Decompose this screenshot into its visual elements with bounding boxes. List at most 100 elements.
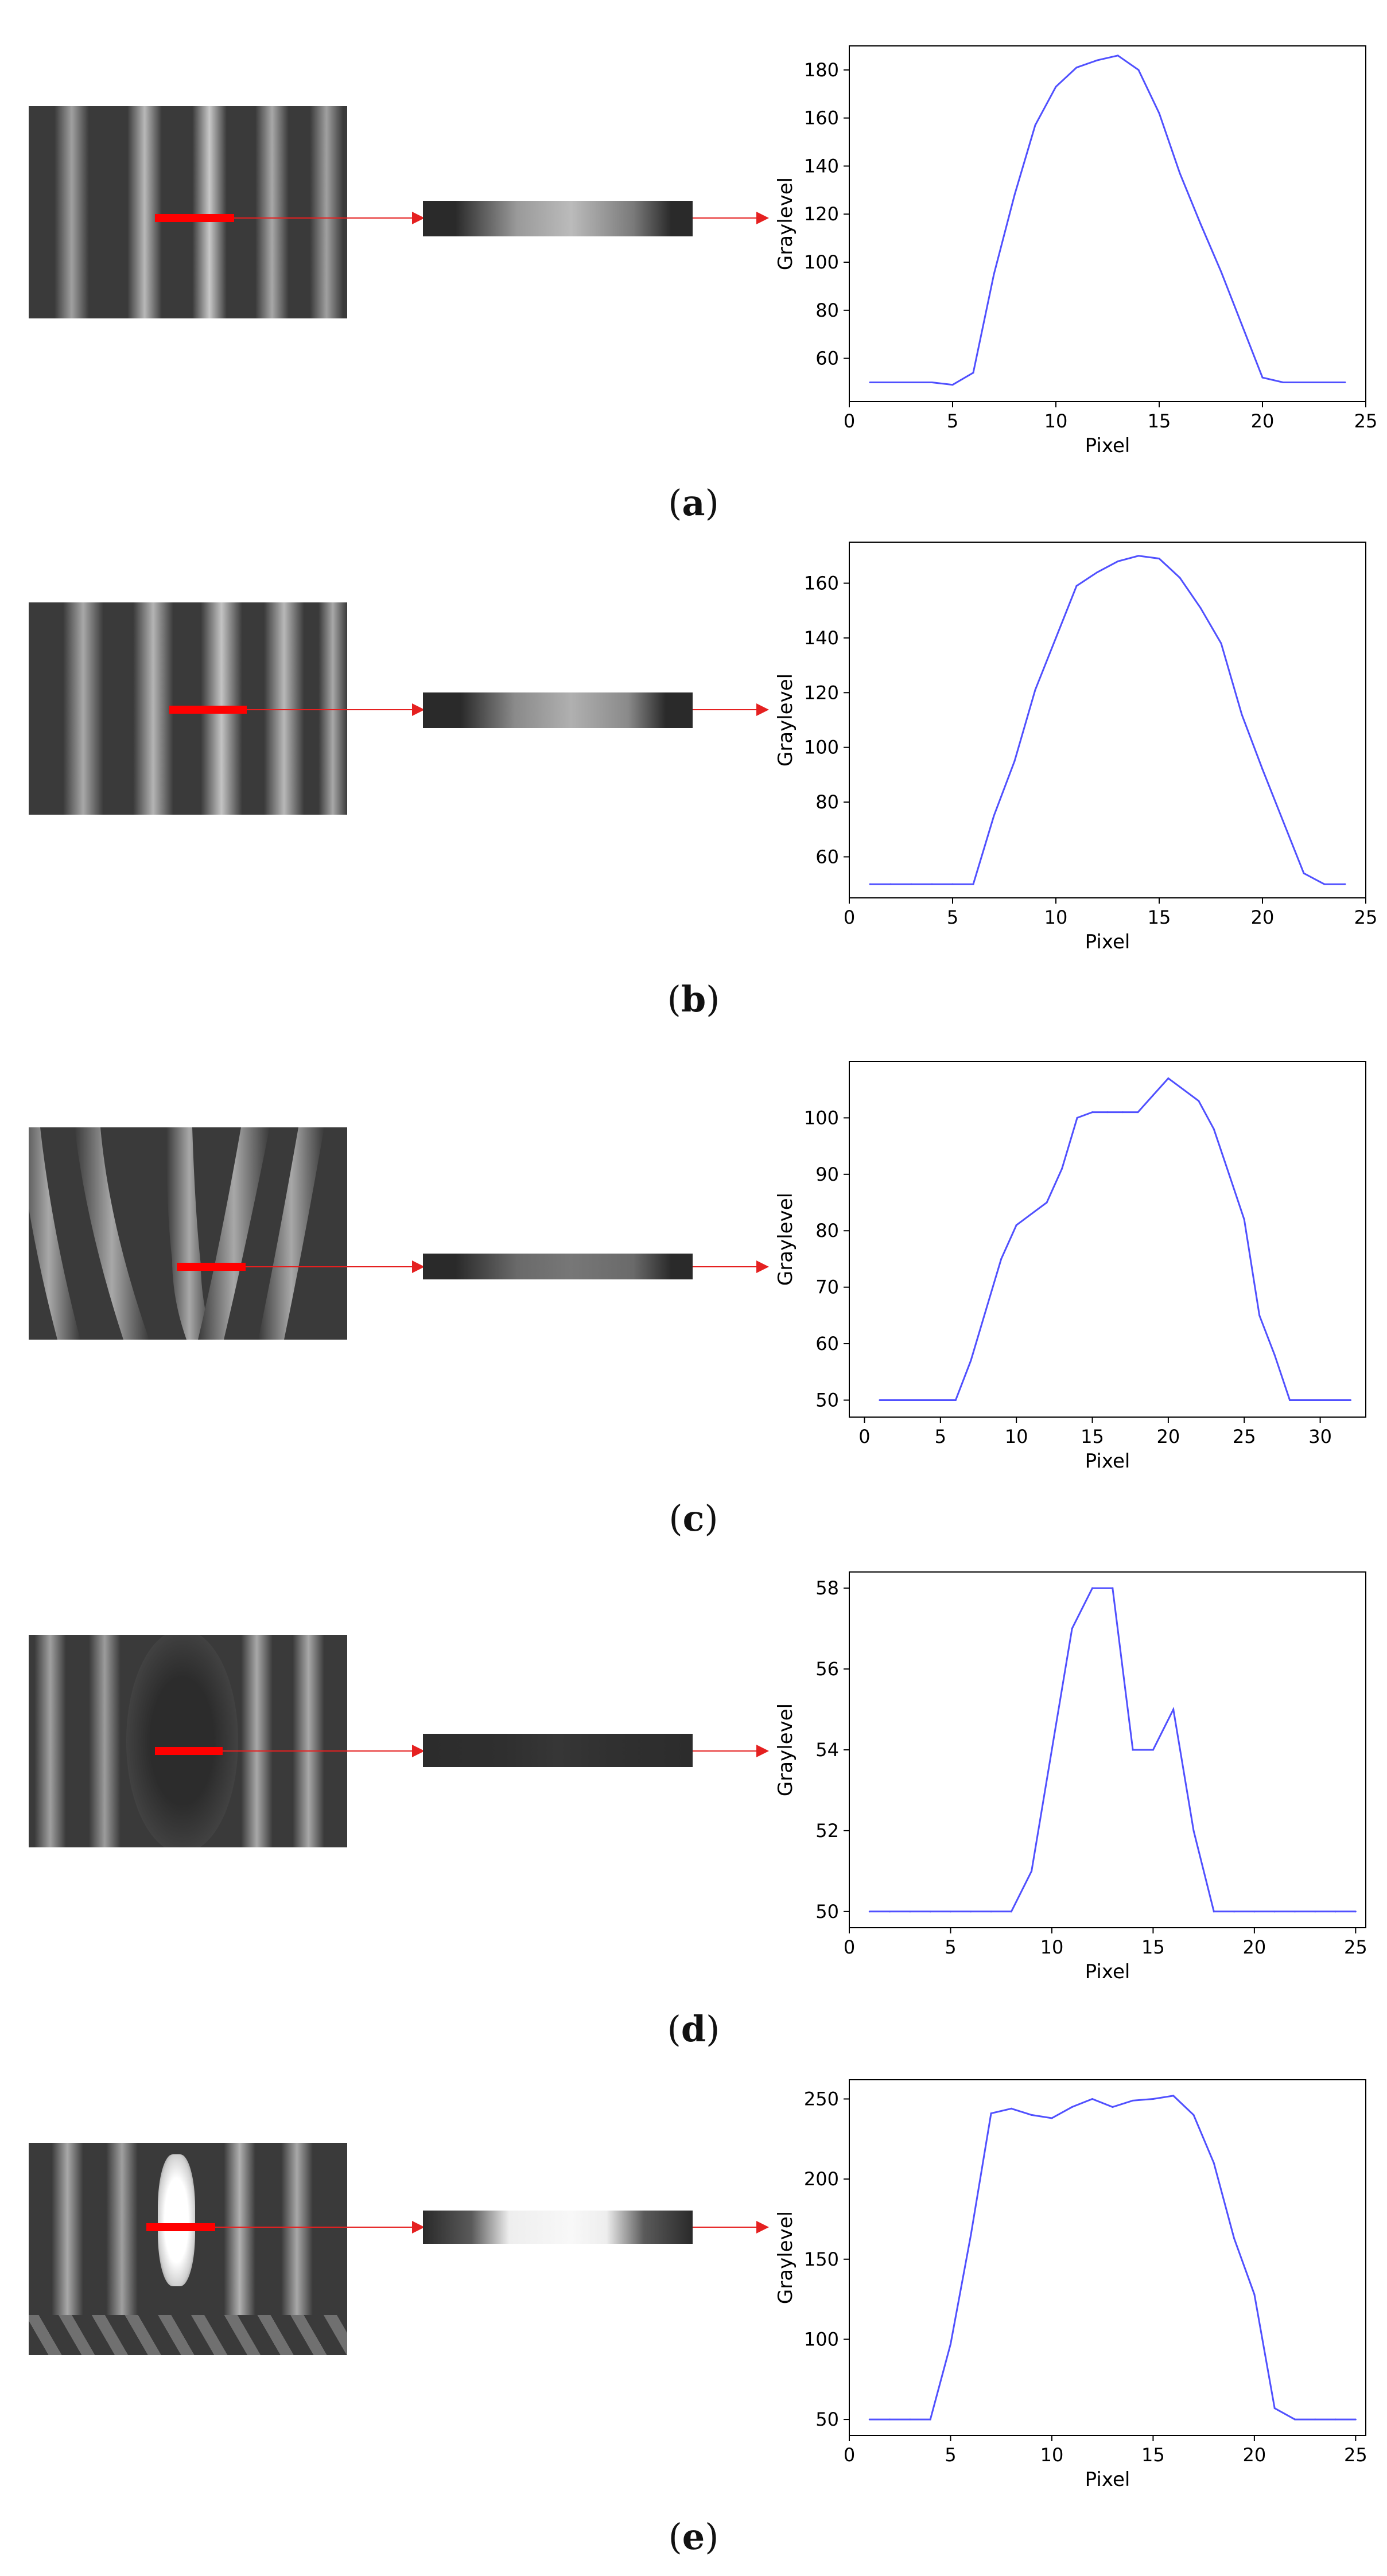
x-tick-label: 0 <box>844 410 855 432</box>
x-axis-label: Pixel <box>1085 1960 1130 1983</box>
arrow-head <box>756 212 769 224</box>
data-point <box>1091 1111 1094 1114</box>
x-tick-label: 10 <box>1044 906 1068 928</box>
data-point <box>993 273 995 275</box>
fringe-stripe <box>63 602 103 815</box>
y-tick-label: 120 <box>804 203 839 225</box>
graylevel-chart-e: 0 5 10 15 20 25 50 100 150 200 250 Pixel Graylevel <box>774 2079 1367 2491</box>
x-tick-label: 15 <box>1141 1936 1165 1958</box>
y-tick-label: 90 <box>815 1164 839 1185</box>
data-point <box>1152 1094 1154 1096</box>
data-point <box>1132 2099 1134 2102</box>
panel-b: 0 5 10 15 20 25 60 80 100 120 140 160 Pixel Graylevel… <box>0 519 1387 1020</box>
y-tick-label: 140 <box>804 155 839 177</box>
data-point <box>970 2234 972 2236</box>
x-tick-label: 5 <box>945 2444 956 2466</box>
data-point <box>1137 69 1140 71</box>
data-point <box>1304 1399 1306 1401</box>
panel-a: 0 5 10 15 20 25 60 80 100 120 140 160 180 Pixel Grayle… <box>0 23 1387 524</box>
fringe-stripe <box>55 106 89 318</box>
data-point <box>1314 1910 1316 1913</box>
sample-line-marker <box>177 1263 246 1271</box>
data-point <box>993 815 995 817</box>
data-point <box>1091 2098 1094 2100</box>
y-axis-label: Graylevel <box>774 177 797 270</box>
x-tick-label: 20 <box>1251 906 1275 928</box>
data-point <box>1182 1088 1184 1091</box>
x-axis-label: Pixel <box>1085 434 1130 457</box>
arrow-line <box>234 217 418 219</box>
data-point <box>1258 1314 1261 1317</box>
data-point <box>1303 872 1305 874</box>
fringe-stripe <box>310 106 343 318</box>
panel-caption: (a) <box>668 482 719 524</box>
data-point <box>868 1910 871 1913</box>
data-point <box>889 2418 891 2421</box>
bright-defect-region <box>158 2154 195 2286</box>
data-point <box>1220 271 1222 273</box>
y-axis-label: Graylevel <box>774 2211 797 2304</box>
arrow-line <box>693 709 762 710</box>
y-axis-label: Graylevel <box>774 674 797 766</box>
data-point <box>1000 1258 1003 1260</box>
x-tick-label: 25 <box>1344 1936 1367 1958</box>
data-point <box>1031 1870 1033 1872</box>
data-point <box>1158 558 1160 560</box>
y-tick-label: 50 <box>815 2408 839 2430</box>
arrow-line <box>693 1266 762 1267</box>
fringe-stripe <box>127 106 162 318</box>
data-point <box>1344 381 1346 383</box>
data-point <box>1354 2418 1357 2421</box>
y-tick-label: 100 <box>804 251 839 273</box>
data-point <box>1334 1399 1337 1401</box>
data-point <box>1117 560 1119 562</box>
data-point <box>1117 55 1119 57</box>
arrow-line <box>215 2227 418 2228</box>
fringe-bottom-band <box>29 2315 347 2355</box>
x-tick-label: 20 <box>1251 410 1275 432</box>
data-point <box>1282 820 1284 822</box>
x-tick-label: 15 <box>1148 906 1171 928</box>
x-tick-label: 15 <box>1141 2444 1165 2466</box>
data-point <box>909 1399 911 1401</box>
y-tick-label: 58 <box>815 1577 839 1599</box>
y-tick-label: 60 <box>815 846 839 867</box>
data-point <box>1010 2107 1012 2110</box>
data-point <box>1354 1910 1357 1913</box>
data-point <box>1015 1224 1017 1226</box>
data-point <box>1034 689 1036 691</box>
data-point <box>1253 1910 1256 1913</box>
data-point <box>1273 2407 1276 2410</box>
y-tick-label: 100 <box>804 1107 839 1129</box>
data-point <box>985 1309 987 1311</box>
x-tick-label: 25 <box>1354 906 1378 928</box>
data-point <box>970 1360 972 1362</box>
plot-frame <box>849 1061 1366 1418</box>
data-point <box>1152 2098 1154 2100</box>
data-point <box>910 883 912 885</box>
arrow-head <box>412 212 425 224</box>
data-point <box>1075 585 1078 587</box>
data-point <box>1179 577 1181 579</box>
x-tick-label: 15 <box>1081 1426 1104 1447</box>
arrow-head <box>412 703 425 716</box>
data-point <box>1243 1219 1245 1221</box>
fringe-image <box>29 106 347 318</box>
data-point <box>954 1399 957 1401</box>
data-point <box>970 1910 972 1913</box>
fringe-stripe <box>192 106 227 318</box>
arrow-line <box>693 1750 762 1752</box>
data-point <box>929 2418 931 2421</box>
data-point <box>1323 883 1326 885</box>
fringe-image <box>29 1635 347 1847</box>
fringe-image <box>29 1127 347 1340</box>
data-point <box>931 381 933 383</box>
data-point <box>949 2343 951 2345</box>
data-point <box>1323 381 1326 383</box>
x-tick-label: 0 <box>844 2444 855 2466</box>
data-point <box>949 1910 951 1913</box>
data-point <box>1293 1910 1296 1913</box>
x-tick-label: 15 <box>1148 410 1171 432</box>
data-point <box>1137 1111 1139 1114</box>
y-tick-label: 140 <box>804 627 839 649</box>
